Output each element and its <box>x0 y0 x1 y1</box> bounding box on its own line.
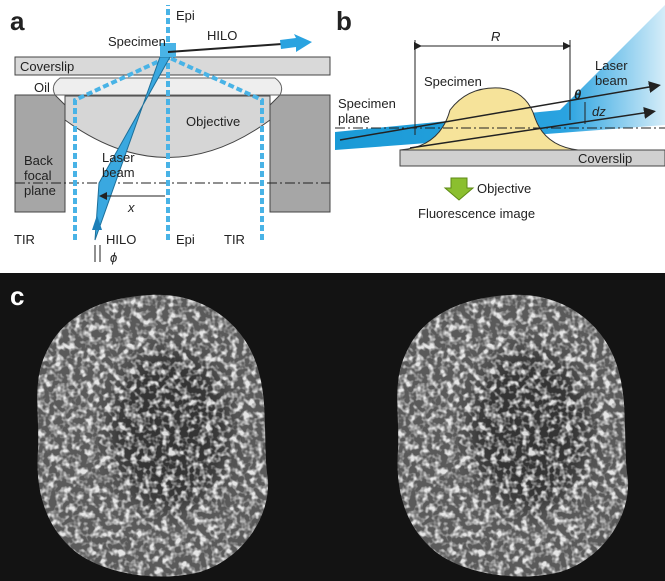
label: Specimen <box>108 34 166 49</box>
label: Laser <box>595 58 628 73</box>
label: x <box>127 200 135 215</box>
objective-arrow <box>445 178 473 200</box>
hilo-arrow <box>280 34 312 52</box>
label: TIR <box>14 232 35 247</box>
figure: a Epi Specimen HILO Coverslip Oil Object… <box>0 0 665 581</box>
label: dz <box>592 104 606 119</box>
panel-label: b <box>336 6 352 36</box>
label: Epi <box>176 232 195 247</box>
label: Laser <box>102 150 135 165</box>
label: Oil <box>34 80 50 95</box>
label: Specimen <box>424 74 482 89</box>
panel-label: a <box>10 6 25 36</box>
label: HILO <box>207 28 237 43</box>
label: Fluorescence image <box>418 206 535 221</box>
label: Coverslip <box>578 151 632 166</box>
label: Epi <box>176 8 195 23</box>
label: plane <box>338 111 370 126</box>
label: Coverslip <box>20 59 74 74</box>
label: Objective <box>186 114 240 129</box>
hilo-beam-out <box>168 44 282 52</box>
label: beam <box>102 165 135 180</box>
objective-body <box>270 95 330 212</box>
panel-label: c <box>10 281 24 311</box>
panel-b: b R Specimen Laser beam θ dz Specimen pl… <box>335 5 665 221</box>
label: R <box>491 29 500 44</box>
label: HILO <box>106 232 136 247</box>
panel-c: c <box>0 273 665 581</box>
label: TIR <box>224 232 245 247</box>
label: Back <box>24 153 53 168</box>
label: θ <box>574 87 581 102</box>
label: plane <box>24 183 56 198</box>
label: beam <box>595 73 628 88</box>
label: ϕ <box>110 250 117 265</box>
label: Specimen <box>338 96 396 111</box>
label: Objective <box>477 181 531 196</box>
panel-a: a Epi Specimen HILO Coverslip Oil Object… <box>10 5 330 265</box>
label: focal <box>24 168 52 183</box>
